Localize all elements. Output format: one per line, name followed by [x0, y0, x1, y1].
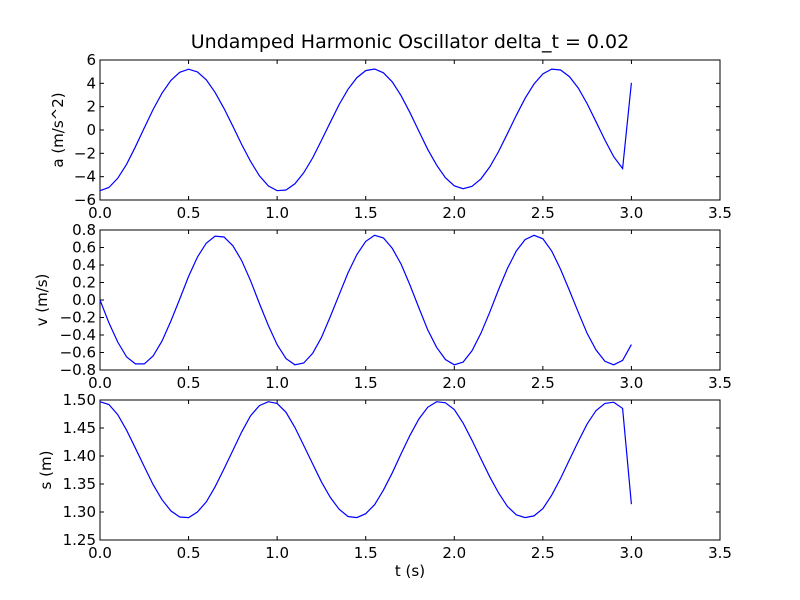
velocity-ytick-label: 0.4	[72, 256, 96, 274]
position-series-line	[99, 401, 632, 519]
velocity-ytick-label: 0.2	[72, 274, 96, 292]
velocity-panel: v (m/s) 0.0 0.5 1.0 1.5 2.0 2.5 3.0 3.50.80.60.…	[33, 221, 732, 392]
chart-title: Undamped Harmonic Oscillator delta_t = 0…	[191, 31, 629, 53]
acceleration-ytick-label: 2	[86, 98, 96, 116]
acceleration-xtick-label: 0.0	[88, 204, 112, 222]
velocity-ytick-label: 0.6	[72, 239, 96, 257]
position-xtick-label: 0.0	[88, 544, 112, 562]
acceleration-panel: a (m/s^2) 0.0 0.5 1.0 1.5 2.0 2.5 3.0 3.5 6 4 2 0 −2…	[49, 51, 732, 222]
position-ylabel: s (m)	[37, 451, 55, 490]
acceleration-ytick-label: −4	[74, 168, 96, 186]
velocity-xtick-label: 0.0	[88, 374, 112, 392]
acceleration-ytick-label: 6	[86, 51, 96, 69]
velocity-ytick-label: 0.8	[72, 221, 96, 239]
acceleration-xtick-label: 2.5	[531, 204, 555, 222]
acceleration-series-line	[99, 68, 632, 192]
velocity-xtick-label: 2.0	[442, 374, 466, 392]
position-ytick-label: 1.35	[63, 475, 96, 493]
acceleration-xtick-label: 3.5	[708, 204, 732, 222]
position-xtick-label: 1.0	[265, 544, 289, 562]
acceleration-ytick-label: −2	[74, 144, 96, 162]
velocity-xtick-label: 3.0	[619, 374, 643, 392]
position-ytick-label: 1.40	[63, 447, 96, 465]
position-xtick-label: 3.0	[619, 544, 643, 562]
velocity-xtick-label: 0.5	[177, 374, 201, 392]
velocity-ytick-label: −0.6	[60, 344, 96, 362]
velocity-ylabel: v (m/s)	[33, 274, 51, 327]
position-xlabel: t (s)	[395, 562, 425, 580]
acceleration-xtick-label: 1.0	[265, 204, 289, 222]
velocity-series-line	[99, 234, 632, 366]
acceleration-ytick-label: −6	[74, 191, 96, 209]
acceleration-xtick-label: 0.5	[177, 204, 201, 222]
velocity-ytick-label: −0.8	[60, 361, 96, 379]
position-ytick-label: 1.25	[63, 531, 96, 549]
velocity-plot-frame	[99, 229, 721, 371]
position-xtick-label: 2.0	[442, 544, 466, 562]
position-ytick-label: 1.30	[63, 503, 96, 521]
position-ytick-label: 1.45	[63, 419, 96, 437]
position-panel: s (m) t (s) 0.0 0.5 1.0 1.5 2.0 2.5 3.0 3.5 1.50…	[37, 391, 732, 580]
acceleration-ytick-label: 4	[86, 74, 96, 92]
position-ytick-label: 1.50	[63, 391, 96, 409]
acceleration-xtick-label: 2.0	[442, 204, 466, 222]
position-plot-frame	[99, 399, 721, 541]
position-xtick-label: 2.5	[531, 544, 555, 562]
position-xtick-label: 0.5	[177, 544, 201, 562]
position-xtick-label: 1.5	[354, 544, 378, 562]
acceleration-ylabel: a (m/s^2)	[49, 92, 67, 167]
velocity-xtick-label: 1.5	[354, 374, 378, 392]
acceleration-ytick-label: 0	[86, 121, 96, 139]
position-xtick-label: 3.5	[708, 544, 732, 562]
velocity-ytick-label: −0.2	[60, 309, 96, 327]
velocity-xtick-label: 1.0	[265, 374, 289, 392]
acceleration-xtick-label: 1.5	[354, 204, 378, 222]
velocity-xtick-label: 3.5	[708, 374, 732, 392]
acceleration-xtick-label: 3.0	[619, 204, 643, 222]
velocity-xtick-label: 2.5	[531, 374, 555, 392]
velocity-ytick-label: −0.4	[60, 326, 96, 344]
velocity-ytick-label: 0.0	[72, 291, 96, 309]
